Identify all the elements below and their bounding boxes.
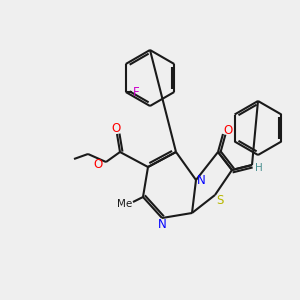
Text: O: O bbox=[224, 124, 232, 136]
Text: O: O bbox=[93, 158, 103, 170]
Text: H: H bbox=[255, 163, 263, 173]
Text: O: O bbox=[111, 122, 121, 134]
Text: Me: Me bbox=[117, 199, 133, 209]
Text: N: N bbox=[158, 218, 166, 232]
Text: F: F bbox=[132, 85, 139, 98]
Text: N: N bbox=[196, 173, 206, 187]
Text: S: S bbox=[216, 194, 224, 206]
